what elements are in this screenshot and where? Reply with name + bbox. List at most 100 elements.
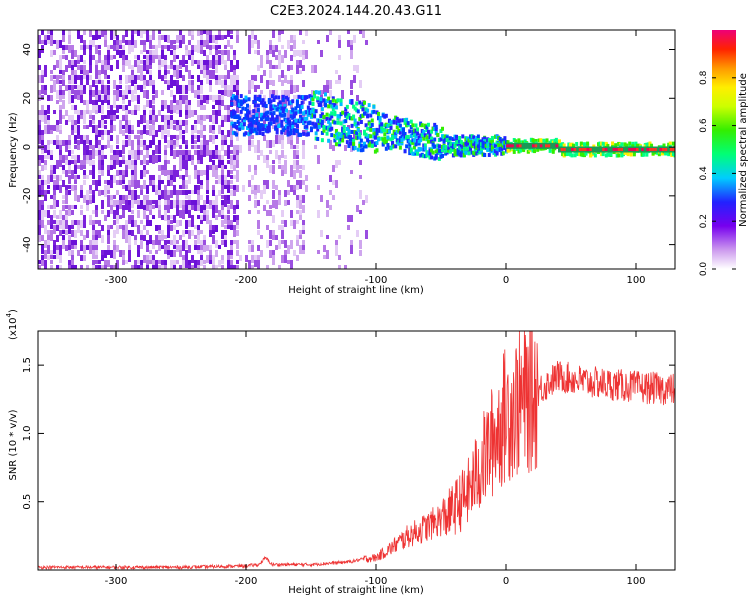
spectrogram-noise-cell	[125, 170, 128, 177]
spectrogram-signal-cell	[420, 129, 424, 134]
spectrogram-noise-cell	[56, 265, 59, 269]
spectrogram-noise-cell	[206, 115, 209, 119]
spectrogram-signal-cell	[373, 149, 377, 154]
spectrogram-signal-cell	[328, 122, 332, 127]
spectrogram-noise-cell	[269, 50, 272, 54]
spectrogram-noise-cell	[164, 135, 167, 143]
spectrogram-noise-cell	[272, 255, 275, 260]
spectrogram-noise-cell	[191, 135, 194, 144]
spectrogram-noise-cell	[101, 120, 104, 128]
spectrogram-signal-cell	[345, 132, 349, 137]
spectrogram-signal-cell	[338, 138, 342, 143]
spectrogram-signal-cell	[456, 139, 460, 144]
spectrogram-signal-cell	[344, 134, 348, 139]
spectrogram-noise-cell	[266, 80, 269, 89]
spectrogram-noise-cell	[125, 40, 128, 45]
spectrogram-signal-cell	[353, 118, 357, 123]
spectrogram-noise-cell	[230, 225, 233, 230]
spectrogram-noise-cell	[179, 30, 182, 39]
spectrogram-noise-cell	[80, 45, 83, 50]
spectrogram-signal-cell	[447, 148, 451, 153]
spectrogram-noise-cell	[200, 125, 203, 133]
spectrogram-noise-cell	[188, 195, 191, 201]
spectrogram-signal-cell	[252, 109, 256, 114]
spectrogram-signal-cell	[470, 140, 474, 145]
spectrogram-noise-cell	[71, 210, 74, 215]
spectrogram-noise-cell	[86, 125, 89, 129]
spectrogram-noise-cell	[233, 150, 236, 159]
spectrogram-noise-cell	[101, 225, 104, 231]
spectrogram-signal-cell	[316, 127, 320, 132]
spectrogram-signal-cell	[258, 97, 262, 102]
spectrogram-signal-cell	[255, 121, 259, 126]
spectrogram-signal-cell	[645, 142, 649, 147]
spectrogram-noise-cell	[38, 155, 41, 160]
spectrogram-signal-cell	[458, 152, 462, 157]
spectrogram-noise-cell	[131, 265, 134, 269]
spectrogram-noise-cell	[98, 230, 101, 238]
spectrogram-signal-cell	[364, 107, 368, 112]
spectrogram-noise-cell	[209, 225, 212, 233]
spectrogram-noise-cell	[254, 85, 257, 92]
spectrogram-signal-cell	[384, 113, 388, 118]
spectrogram-noise-cell	[281, 45, 284, 49]
spectrogram-noise-cell	[122, 255, 125, 264]
spectrogram-noise-cell	[200, 170, 203, 176]
spectrogram-signal-cell	[673, 143, 675, 148]
spectrogram-signal-cell	[328, 116, 332, 121]
spectrogram-noise-cell	[113, 30, 116, 39]
spectrogram-noise-cell	[104, 40, 107, 47]
spectrogram-noise-cell	[137, 195, 140, 199]
spectrogram-noise-cell	[167, 195, 170, 201]
spectrogram-noise-cell	[149, 70, 152, 76]
spectrogram-noise-cell	[170, 240, 173, 245]
spectrogram-noise-cell	[221, 215, 224, 219]
spectrogram-noise-cell	[50, 250, 53, 259]
spectrogram-noise-cell	[206, 190, 209, 194]
spectrogram-noise-cell	[284, 100, 287, 107]
spectrogram-signal-cell	[434, 131, 438, 136]
spectrogram-noise-cell	[218, 55, 221, 61]
spectrogram-signal-cell	[377, 111, 381, 116]
spectrogram-noise-cell	[116, 225, 119, 234]
spectrogram-noise-cell	[83, 215, 86, 224]
spectrogram-signal-cell	[598, 141, 602, 146]
spectrogram-noise-cell	[230, 135, 233, 140]
spectrogram-noise-cell	[206, 245, 209, 251]
spectrogram-noise-cell	[137, 225, 140, 234]
spectrogram-noise-cell	[248, 135, 251, 141]
spectrogram-noise-cell	[278, 200, 281, 205]
spectrogram-noise-cell	[89, 95, 92, 104]
spectrogram-noise-cell	[296, 210, 299, 214]
spectrogram-noise-cell	[146, 145, 149, 151]
spectrogram-noise-cell	[251, 40, 254, 48]
spectrogram-noise-cell	[74, 175, 77, 181]
spectrogram-signal-cell	[233, 114, 237, 119]
spectrogram-signal-cell	[338, 114, 342, 119]
spectrogram-signal-cell	[437, 144, 441, 149]
spectrogram-signal-cell	[350, 130, 354, 135]
spectrogram-noise-cell	[206, 55, 209, 62]
spectrogram-noise-cell	[260, 55, 263, 64]
spectrogram-noise-cell	[89, 190, 92, 194]
spectrogram-noise-cell	[230, 170, 233, 174]
spectrogram-noise-cell	[209, 150, 212, 155]
spectrogram-signal-cell	[403, 134, 407, 139]
spectrogram-noise-cell	[134, 165, 137, 174]
spectrogram-noise-cell	[290, 75, 293, 82]
spectrogram-signal-cell	[645, 152, 649, 157]
spectrogram-noise-cell	[293, 150, 296, 159]
spectrogram-noise-cell	[77, 225, 80, 233]
spectrogram-signal-cell	[233, 110, 237, 115]
spectrogram-noise-cell	[248, 140, 251, 149]
spectrogram-noise-cell	[86, 110, 89, 114]
spectrogram-noise-cell	[335, 70, 338, 74]
spectrogram-noise-cell	[74, 245, 77, 249]
spectrogram-noise-cell	[110, 110, 113, 119]
spectrogram-signal-cell	[372, 104, 376, 109]
spectrogram-noise-cell	[170, 180, 173, 186]
spectrogram-noise-cell	[71, 60, 74, 66]
spectrogram-noise-cell	[254, 75, 257, 81]
spectrogram-noise-cell	[83, 115, 86, 124]
spectrogram-noise-cell	[215, 250, 218, 257]
